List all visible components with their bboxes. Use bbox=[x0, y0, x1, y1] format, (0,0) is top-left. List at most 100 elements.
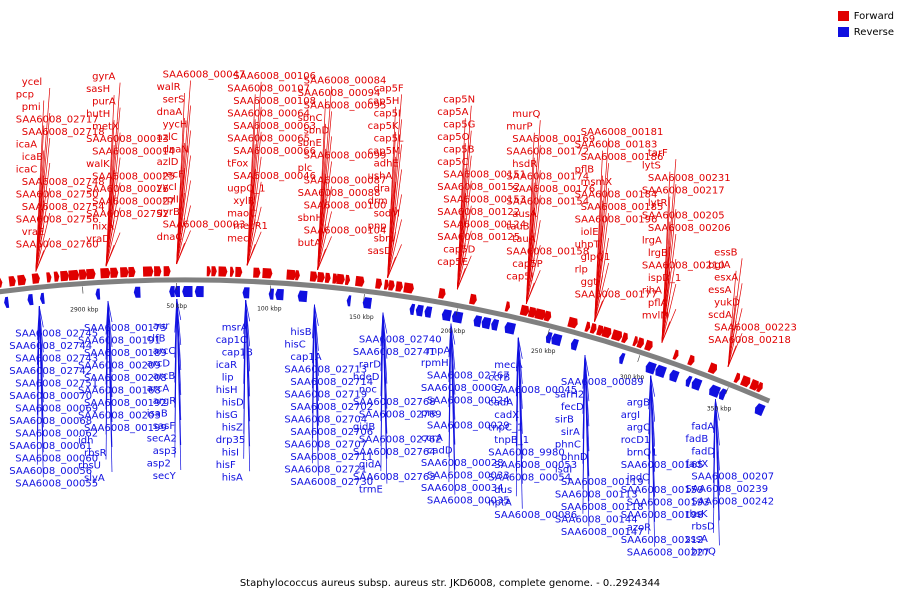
forward-gene-label[interactable]: SAA6008_00210 bbox=[642, 261, 725, 272]
reverse-gene-label[interactable]: SAA6008_00239 bbox=[685, 484, 768, 495]
forward-gene-label[interactable]: SAA6008_00122 bbox=[437, 207, 520, 218]
reverse-gene-label[interactable]: rpmH bbox=[421, 358, 449, 369]
forward-gene-label[interactable]: rlp bbox=[575, 265, 588, 276]
forward-gene-label[interactable]: tFox bbox=[227, 158, 248, 169]
forward-gene-label[interactable]: iolE bbox=[581, 227, 599, 238]
reverse-gene-label[interactable]: SAA6008_02707 bbox=[284, 439, 367, 450]
reverse-gene-label[interactable]: argI bbox=[621, 410, 640, 421]
forward-gene-label[interactable]: tarF bbox=[648, 148, 668, 159]
forward-gene-label[interactable]: pcp bbox=[16, 90, 34, 101]
forward-gene-label[interactable]: SAA6008_00046 bbox=[233, 171, 316, 182]
reverse-gene-label[interactable]: SAA6008_00034 bbox=[421, 483, 504, 494]
forward-gene-label[interactable]: mecR1 bbox=[233, 221, 268, 232]
reverse-gene-label[interactable]: SAA6008_02769 bbox=[359, 410, 442, 421]
forward-gene-label[interactable]: SAA6008_02754 bbox=[22, 202, 105, 213]
forward-gene-label[interactable]: pflA bbox=[648, 298, 668, 309]
forward-gene-label[interactable]: lrgB bbox=[648, 248, 668, 259]
forward-gene-label[interactable]: pflB bbox=[575, 165, 595, 176]
reverse-gene-label[interactable]: fadA bbox=[691, 421, 714, 432]
reverse-gene-label[interactable]: idh bbox=[78, 436, 93, 447]
forward-gene-label[interactable]: SAA6008_00177 bbox=[575, 290, 658, 301]
forward-gene-label[interactable]: SAA6008_00013 bbox=[86, 134, 169, 145]
forward-gene-label[interactable]: SAA6008_00218 bbox=[708, 335, 791, 346]
forward-gene-label[interactable]: mecI bbox=[227, 233, 251, 244]
forward-gene-label[interactable]: cap5C bbox=[437, 157, 468, 168]
reverse-gene-label[interactable]: SAA6008_00055 bbox=[15, 478, 98, 489]
forward-gene-label[interactable]: SAA6008_00206 bbox=[648, 223, 731, 234]
forward-gene-label[interactable]: SAA6008_00158 bbox=[506, 247, 589, 258]
reverse-gene-label[interactable]: SAA6008_00159 bbox=[621, 485, 704, 496]
forward-gene-label[interactable]: yycI bbox=[157, 182, 177, 193]
forward-gene-label[interactable]: pnp bbox=[368, 221, 387, 232]
forward-gene-label[interactable]: hsdR bbox=[512, 159, 537, 170]
forward-gene-label[interactable]: SAA6008_00100 bbox=[304, 200, 387, 211]
reverse-gene-label[interactable]: SAA6008_00119 bbox=[561, 477, 644, 488]
reverse-gene-label[interactable]: hisC bbox=[284, 339, 305, 350]
forward-gene-label[interactable]: SAA6008_00125 bbox=[437, 232, 520, 243]
reverse-gene-label[interactable]: SAA6008_00192 bbox=[84, 398, 167, 409]
reverse-gene-label[interactable]: SAA6008_02743 bbox=[15, 353, 98, 364]
reverse-gene-label[interactable]: arcB bbox=[153, 371, 176, 382]
forward-gene-label[interactable]: SAA6008_00025 bbox=[92, 172, 175, 183]
forward-gene-label[interactable]: rihA bbox=[642, 286, 662, 297]
reverse-gene-label[interactable]: SAA6008_00175 bbox=[84, 323, 167, 334]
reverse-gene-label[interactable]: rarD bbox=[359, 360, 381, 371]
reverse-gene-label[interactable]: SAA6008_02745 bbox=[15, 328, 98, 339]
reverse-gene-label[interactable]: SAA6008_00242 bbox=[691, 496, 774, 507]
forward-gene-label[interactable]: SAA6008_00169 bbox=[512, 134, 595, 145]
forward-gene-label[interactable]: SAA6008_00003 bbox=[163, 220, 246, 231]
forward-gene-label[interactable]: scdA bbox=[708, 310, 732, 321]
reverse-gene-label[interactable]: SAA6008_00062 bbox=[15, 428, 98, 439]
forward-gene-label[interactable]: SAA6008_00152 bbox=[437, 182, 520, 193]
forward-gene-label[interactable]: yukD bbox=[714, 297, 740, 308]
reverse-gene-label[interactable]: SAA6008_02744 bbox=[9, 341, 92, 352]
forward-gene-label[interactable]: dnaA bbox=[157, 107, 183, 118]
reverse-gene-label[interactable]: clfB bbox=[147, 334, 166, 345]
reverse-gene-label[interactable]: fadD bbox=[691, 446, 715, 457]
forward-gene-label[interactable]: mvlM bbox=[642, 311, 669, 322]
forward-gene-label[interactable]: SAA6008_00124 bbox=[443, 220, 526, 231]
forward-gene-label[interactable]: SAA6008_00026 bbox=[86, 184, 169, 195]
reverse-gene-label[interactable]: SAA6008_00198 bbox=[621, 510, 704, 521]
forward-gene-label[interactable]: cap5J bbox=[506, 272, 533, 283]
reverse-gene-label[interactable]: SAA6008_00165 bbox=[621, 460, 704, 471]
forward-gene-label[interactable]: murQ bbox=[512, 109, 540, 120]
forward-gene-label[interactable]: dra bbox=[374, 183, 391, 194]
forward-gene-label[interactable]: cap5B bbox=[443, 145, 474, 156]
forward-gene-label[interactable]: SAA6008_02717 bbox=[16, 115, 99, 126]
reverse-gene-label[interactable]: SAA6008_02741 bbox=[353, 347, 436, 358]
reverse-gene-label[interactable]: SAA6008_00118 bbox=[561, 502, 644, 513]
forward-gene-label[interactable]: cap5L bbox=[374, 133, 404, 144]
forward-gene-label[interactable]: ushA bbox=[368, 171, 393, 182]
reverse-gene-label[interactable]: hisF bbox=[216, 460, 236, 471]
reverse-gene-label[interactable]: cap1B bbox=[222, 347, 253, 358]
forward-gene-label[interactable]: cap5A bbox=[437, 107, 468, 118]
forward-gene-label[interactable]: msmX bbox=[581, 177, 613, 188]
forward-gene-label[interactable]: ugpQ_1 bbox=[227, 183, 265, 194]
reverse-gene-label[interactable]: SAA6008_02711 bbox=[290, 452, 373, 463]
reverse-gene-label[interactable]: hisA bbox=[222, 472, 243, 483]
forward-gene-label[interactable]: SAA6008_00063 bbox=[233, 121, 316, 132]
forward-gene-label[interactable]: SAA6008_00108 bbox=[233, 96, 316, 107]
reverse-gene-label[interactable]: SAA6008_02704 bbox=[284, 414, 367, 425]
reverse-gene-label[interactable]: azoR bbox=[627, 523, 651, 534]
forward-gene-label[interactable]: icaC bbox=[16, 165, 37, 176]
reverse-gene-label[interactable]: SAA6008_02742 bbox=[9, 366, 92, 377]
forward-gene-label[interactable]: drm bbox=[368, 196, 388, 207]
reverse-gene-label[interactable]: fecD bbox=[561, 402, 584, 413]
forward-gene-label[interactable]: SAA6008_00066 bbox=[233, 146, 316, 157]
forward-gene-label[interactable]: azlC bbox=[157, 132, 178, 143]
forward-gene-label[interactable]: nixA bbox=[92, 222, 114, 233]
forward-gene-label[interactable]: sbnC bbox=[298, 113, 323, 124]
forward-gene-label[interactable]: SAA6008_00176 bbox=[512, 184, 595, 195]
reverse-gene-label[interactable]: sasF bbox=[153, 421, 176, 432]
reverse-gene-label[interactable]: gidA bbox=[359, 460, 381, 471]
forward-gene-label[interactable]: yycH bbox=[163, 120, 188, 131]
reverse-gene-label[interactable]: SAA6008_02751 bbox=[15, 378, 98, 389]
forward-gene-label[interactable]: sasH bbox=[86, 84, 110, 95]
forward-gene-label[interactable]: azlD bbox=[157, 157, 179, 168]
reverse-gene-label[interactable]: SAA6008_00147 bbox=[561, 527, 644, 538]
forward-gene-label[interactable]: ispD_1 bbox=[648, 273, 681, 284]
forward-gene-label[interactable]: vraE bbox=[22, 227, 44, 238]
forward-gene-label[interactable]: SAA6008_00186 bbox=[581, 152, 664, 163]
